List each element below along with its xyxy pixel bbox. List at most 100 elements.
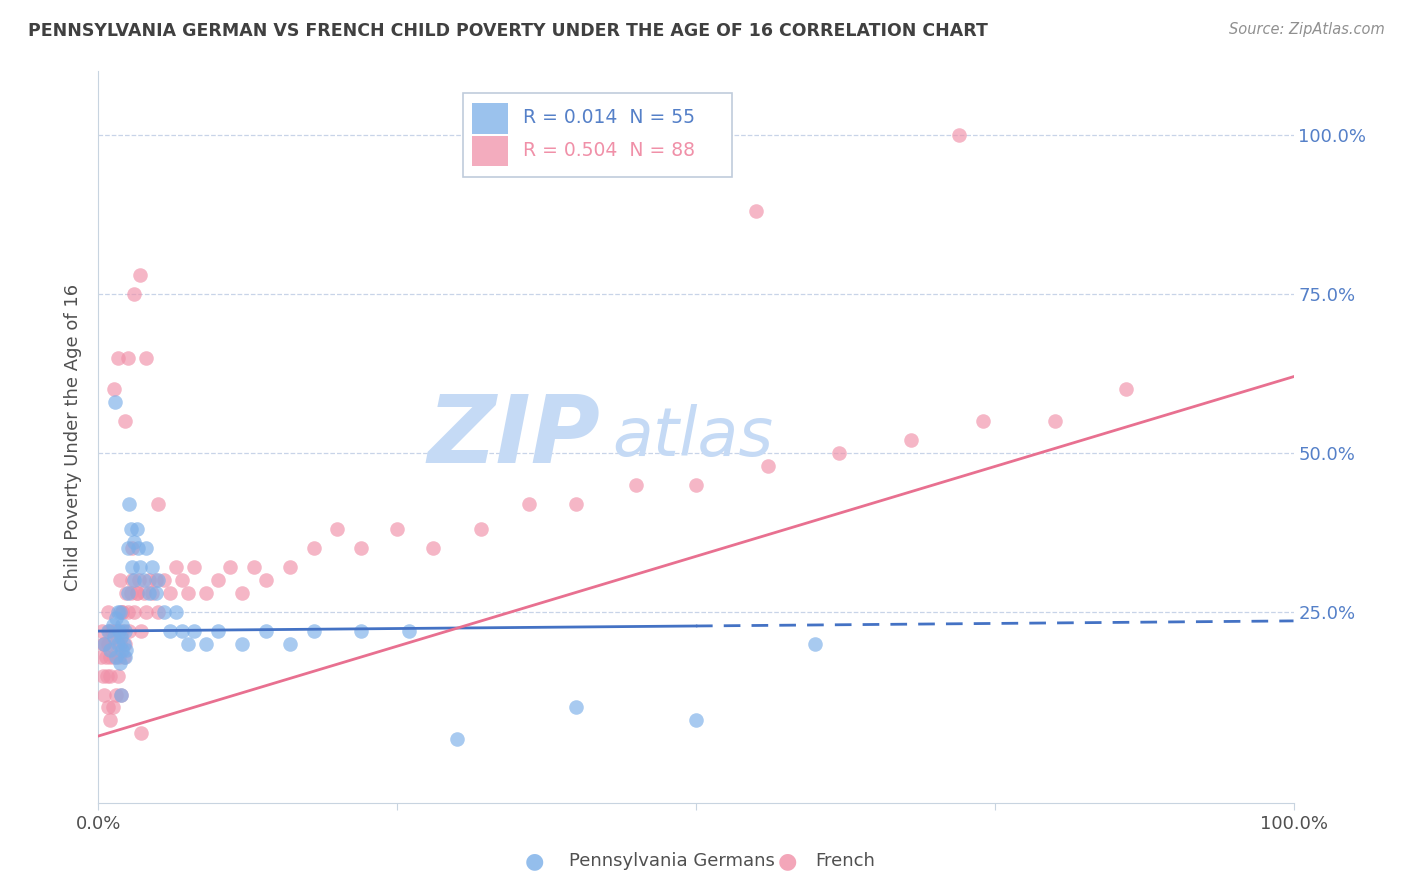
Point	[111, 605, 134, 619]
Point	[114, 624, 136, 638]
Point	[165, 560, 187, 574]
Point	[207, 624, 229, 638]
Point	[118, 497, 141, 511]
Point	[107, 605, 129, 619]
Point	[153, 573, 176, 587]
Point	[159, 624, 181, 638]
Point	[98, 649, 122, 664]
Point	[141, 560, 163, 574]
Point	[98, 643, 122, 657]
Point	[97, 637, 120, 651]
Point	[114, 414, 136, 428]
Point	[131, 624, 153, 638]
Point	[138, 573, 160, 587]
Point	[948, 128, 970, 142]
Point	[626, 477, 648, 491]
Point	[125, 586, 148, 600]
Text: ●: ●	[524, 851, 544, 871]
Text: R = 0.014  N = 55: R = 0.014 N = 55	[523, 108, 695, 127]
Point	[96, 668, 118, 682]
Point	[98, 713, 122, 727]
Point	[100, 624, 122, 638]
Point	[90, 649, 112, 664]
Point	[117, 541, 139, 556]
Point	[745, 204, 768, 219]
Point	[828, 446, 851, 460]
Point	[107, 624, 129, 638]
Point	[278, 637, 301, 651]
Point	[101, 700, 124, 714]
Point	[120, 522, 142, 536]
Point	[108, 656, 131, 670]
Point	[110, 688, 132, 702]
Point	[124, 535, 146, 549]
Point	[115, 586, 138, 600]
Point	[278, 560, 301, 574]
FancyBboxPatch shape	[463, 94, 733, 178]
Point	[183, 560, 205, 574]
Point	[148, 497, 170, 511]
Point	[98, 668, 122, 682]
Point	[97, 624, 120, 638]
Text: Source: ZipAtlas.com: Source: ZipAtlas.com	[1229, 22, 1385, 37]
Point	[121, 573, 143, 587]
Point	[135, 541, 157, 556]
Point	[132, 573, 155, 587]
Text: ZIP: ZIP	[427, 391, 600, 483]
Point	[148, 605, 170, 619]
Point	[124, 605, 146, 619]
Point	[97, 700, 120, 714]
Point	[172, 624, 194, 638]
Point	[326, 522, 349, 536]
Point	[115, 643, 138, 657]
Point	[104, 395, 127, 409]
Point	[231, 586, 253, 600]
Point	[124, 287, 146, 301]
Point	[1115, 383, 1137, 397]
Point	[97, 605, 120, 619]
Point	[446, 732, 468, 747]
Point	[243, 560, 266, 574]
Point	[108, 573, 131, 587]
Point	[91, 668, 114, 682]
Point	[129, 268, 152, 282]
Text: French: French	[815, 852, 876, 870]
Text: Pennsylvania Germans: Pennsylvania Germans	[569, 852, 775, 870]
Point	[254, 573, 277, 587]
Point	[105, 688, 128, 702]
Point	[107, 649, 129, 664]
Point	[117, 586, 139, 600]
Point	[111, 605, 134, 619]
Point	[128, 573, 150, 587]
Point	[517, 497, 540, 511]
Point	[145, 586, 167, 600]
Point	[91, 624, 114, 638]
Point	[108, 605, 131, 619]
Point	[111, 643, 134, 657]
Point	[135, 605, 157, 619]
Point	[141, 586, 163, 600]
Point	[108, 637, 131, 651]
Point	[302, 624, 325, 638]
Point	[422, 541, 444, 556]
Point	[110, 631, 132, 645]
Point	[804, 637, 827, 651]
Point	[135, 351, 157, 365]
Point	[138, 586, 160, 600]
Point	[127, 541, 149, 556]
Point	[177, 637, 200, 651]
Text: atlas: atlas	[613, 404, 773, 470]
Point	[110, 688, 132, 702]
Point	[121, 560, 143, 574]
Point	[132, 586, 155, 600]
Point	[120, 586, 142, 600]
Point	[172, 573, 194, 587]
Point	[565, 700, 588, 714]
Point	[972, 414, 994, 428]
Point	[121, 541, 143, 556]
Point	[1043, 414, 1066, 428]
Point	[350, 624, 373, 638]
Point	[131, 726, 153, 740]
Point	[195, 586, 218, 600]
Point	[385, 522, 409, 536]
